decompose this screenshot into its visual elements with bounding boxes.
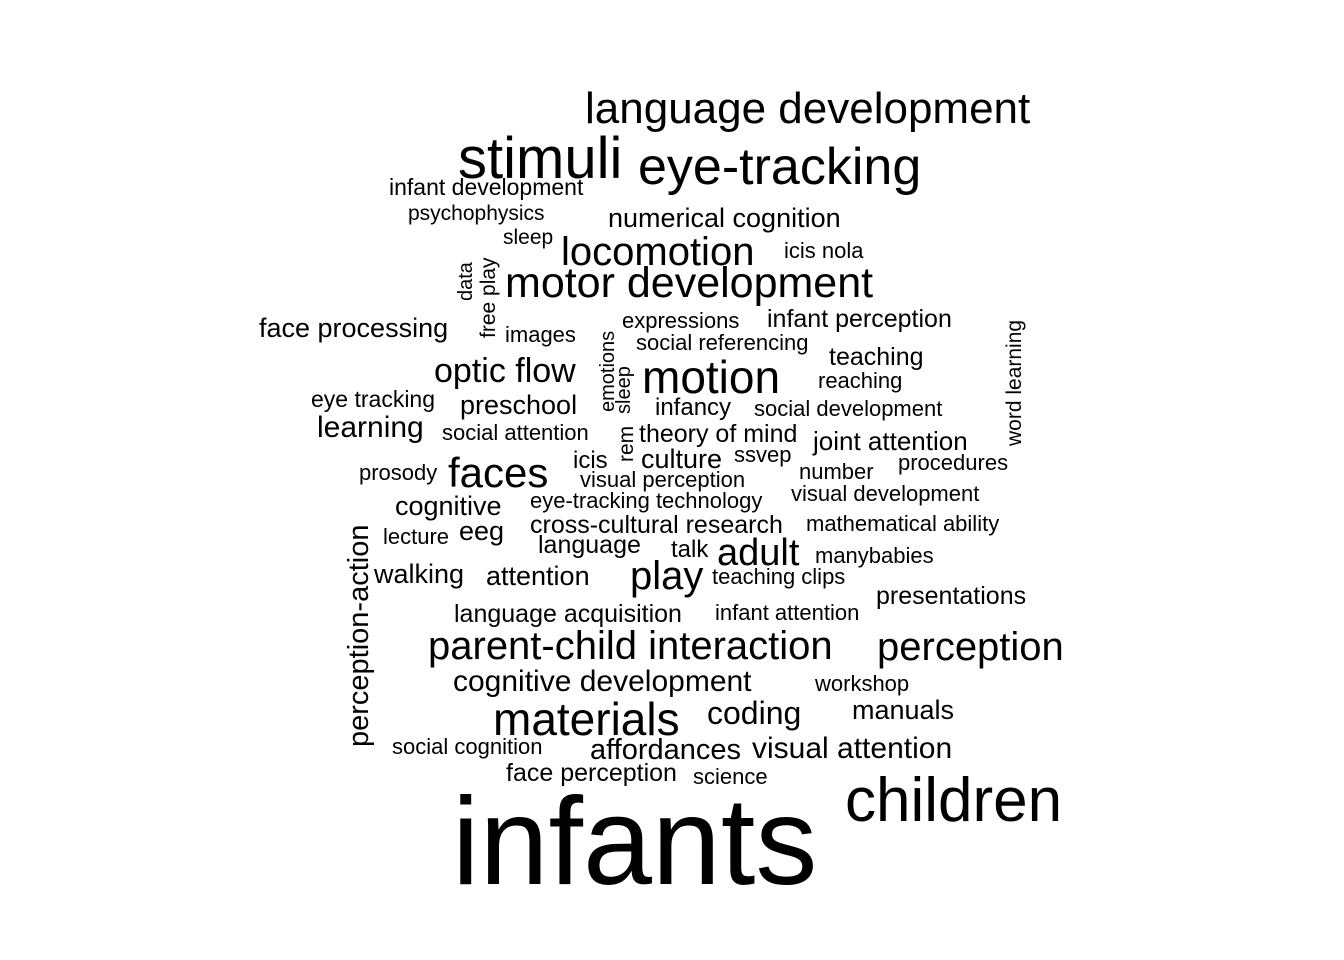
word-teaching-clips: teaching clips	[712, 564, 846, 589]
word-word-learning: word learning	[1003, 319, 1026, 446]
word-theory-of-mind: theory of mind	[639, 420, 798, 448]
word-stimuli: stimuli	[458, 126, 623, 191]
word-rem: rem	[615, 425, 638, 462]
word-procedures: procedures	[898, 450, 1009, 475]
word-sleep-2: sleep	[613, 366, 635, 414]
word-parent-child-interaction: parent-child interaction	[428, 624, 833, 668]
word-visual-perception: visual perception	[580, 467, 746, 492]
word-icis-nola: icis nola	[784, 238, 864, 263]
word-prosody: prosody	[359, 460, 438, 485]
word-mathematical-ability: mathematical ability	[806, 511, 1000, 536]
word-infant-development: infant development	[389, 174, 584, 200]
word-culture: culture	[641, 444, 723, 474]
word-social-cognition: social cognition	[392, 734, 543, 759]
word-social-attention: social attention	[442, 420, 589, 445]
word-manuals: manuals	[852, 695, 955, 725]
word-attention: attention	[486, 561, 590, 591]
word-science: science	[693, 764, 768, 789]
word-optic-flow: optic flow	[434, 352, 576, 390]
word-free-play: free play	[477, 257, 500, 338]
word-perception-action: perception-action	[343, 524, 375, 747]
word-presentations: presentations	[876, 582, 1027, 610]
word-social-referencing: social referencing	[636, 330, 809, 355]
word-eye-tracking-technology: eye-tracking technology	[530, 488, 763, 513]
word-materials: materials	[493, 693, 680, 745]
word-sleep: sleep	[503, 226, 554, 249]
word-numerical-cognition: numerical cognition	[608, 203, 841, 233]
word-manybabies: manybabies	[815, 543, 934, 568]
word-coding: coding	[707, 695, 802, 731]
word-children: children	[845, 766, 1063, 835]
word-infants: infants	[452, 773, 818, 911]
word-face-perception: face perception	[506, 759, 677, 787]
word-motor-development: motor development	[505, 259, 874, 307]
word-language-development: language development	[585, 84, 1031, 133]
word-language: language	[538, 531, 641, 559]
word-expressions: expressions	[622, 308, 740, 333]
word-eeg: eeg	[459, 516, 505, 546]
word-eye-tracking-2: eye tracking	[311, 386, 436, 412]
word-number: number	[799, 459, 874, 484]
word-walking: walking	[374, 559, 465, 589]
word-icis: icis	[573, 447, 608, 474]
word-cognitive-development: cognitive development	[453, 665, 752, 698]
word-play: play	[630, 554, 704, 598]
word-visual-development: visual development	[791, 481, 980, 506]
word-learning: learning	[317, 411, 424, 444]
word-cross-cultural-research: cross-cultural research	[530, 511, 783, 539]
word-preschool: preschool	[460, 390, 578, 420]
word-infant-attention: infant attention	[715, 600, 860, 625]
word-social-development: social development	[754, 396, 943, 421]
word-psychophysics: psychophysics	[408, 202, 545, 225]
word-faces: faces	[448, 449, 549, 496]
word-talk: talk	[671, 536, 709, 563]
word-adult: adult	[717, 532, 800, 574]
word-ssvep: ssvep	[734, 442, 792, 467]
word-perception: perception	[877, 625, 1064, 669]
word-teaching: teaching	[829, 343, 924, 371]
word-language-acquisition: language acquisition	[454, 600, 682, 628]
word-lecture: lecture	[383, 524, 450, 549]
word-motion: motion	[642, 351, 781, 403]
word-infant-perception: infant perception	[767, 305, 952, 333]
word-data: data	[455, 262, 477, 301]
word-affordances: affordances	[590, 734, 742, 766]
word-cognitive: cognitive	[395, 491, 502, 521]
word-visual-attention: visual attention	[752, 732, 953, 765]
word-infancy: infancy	[655, 394, 732, 421]
word-locomotion: locomotion	[561, 230, 755, 274]
word-reaching: reaching	[818, 368, 903, 393]
word-eye-tracking: eye-tracking	[638, 138, 922, 196]
word-joint-attention: joint attention	[813, 426, 968, 456]
word-images: images	[505, 322, 576, 347]
word-face-processing: face processing	[259, 313, 449, 343]
word-workshop: workshop	[815, 671, 910, 696]
